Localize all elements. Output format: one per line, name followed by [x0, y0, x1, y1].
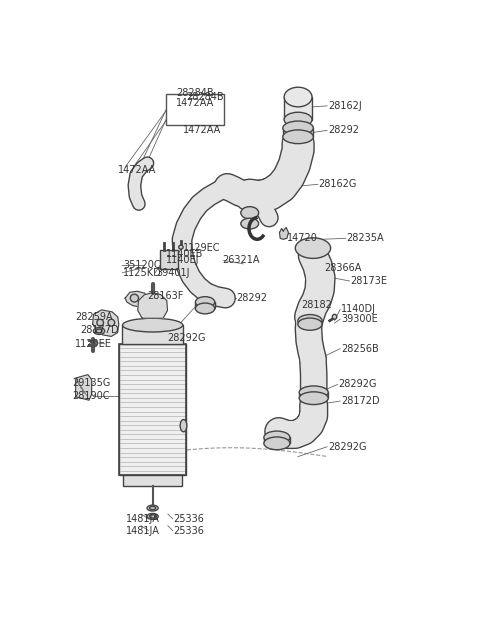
Ellipse shape [108, 319, 115, 326]
Bar [299, 392, 328, 398]
Text: 1140EJ: 1140EJ [166, 255, 200, 266]
Text: 28284B: 28284B [186, 92, 224, 102]
Text: 1125KD: 1125KD [123, 268, 162, 278]
Ellipse shape [284, 87, 312, 107]
Text: 1140DJ: 1140DJ [341, 304, 376, 315]
Ellipse shape [284, 112, 312, 127]
Ellipse shape [241, 218, 259, 229]
Text: 28366A: 28366A [324, 262, 361, 273]
Ellipse shape [241, 206, 259, 219]
Text: 28182: 28182 [301, 299, 332, 310]
Text: 1481JA: 1481JA [126, 526, 160, 536]
Text: 28163F: 28163F [147, 291, 184, 301]
Text: 28292: 28292 [328, 125, 359, 136]
Text: 28284B: 28284B [176, 88, 214, 98]
Ellipse shape [283, 121, 313, 135]
Ellipse shape [180, 420, 187, 432]
Text: 28292G: 28292G [338, 380, 377, 389]
Bar [123, 475, 182, 485]
Text: 1472AA: 1472AA [176, 99, 214, 108]
Ellipse shape [195, 303, 215, 314]
Text: 14720: 14720 [287, 233, 318, 243]
Text: 1472AA: 1472AA [183, 125, 221, 136]
Bar [284, 97, 312, 120]
Ellipse shape [299, 386, 328, 399]
Ellipse shape [94, 327, 105, 334]
Text: 28172D: 28172D [341, 396, 380, 406]
Text: 25336: 25336 [173, 514, 204, 524]
Text: 28259A: 28259A [76, 311, 113, 322]
Bar [195, 302, 215, 308]
Text: 28173E: 28173E [350, 276, 387, 286]
Polygon shape [138, 293, 168, 318]
Bar [160, 250, 178, 269]
Bar [166, 94, 224, 125]
Polygon shape [76, 375, 92, 400]
Ellipse shape [179, 245, 183, 249]
Text: 1140EB: 1140EB [166, 249, 204, 259]
Text: 1129EE: 1129EE [75, 339, 112, 348]
Text: 28235A: 28235A [347, 233, 384, 243]
Ellipse shape [299, 392, 328, 404]
Ellipse shape [264, 437, 290, 450]
Text: 39401J: 39401J [156, 268, 190, 278]
Ellipse shape [195, 297, 215, 308]
Ellipse shape [130, 294, 139, 302]
Text: 35120C: 35120C [123, 261, 161, 270]
Text: 28162J: 28162J [328, 101, 361, 111]
Ellipse shape [264, 431, 290, 444]
Text: 29135G: 29135G [72, 378, 110, 389]
Text: 1472AA: 1472AA [118, 164, 156, 175]
Text: 28292G: 28292G [167, 333, 205, 343]
Polygon shape [93, 310, 119, 336]
Text: 26321A: 26321A [222, 255, 259, 266]
Ellipse shape [122, 318, 183, 332]
Text: 28256B: 28256B [341, 344, 379, 354]
Text: 28292G: 28292G [328, 442, 366, 452]
Text: 28292: 28292 [237, 293, 268, 303]
Text: 1129EC: 1129EC [183, 243, 220, 253]
Ellipse shape [147, 513, 158, 519]
Text: 28190C: 28190C [72, 391, 109, 401]
Bar [119, 344, 186, 475]
Polygon shape [279, 227, 288, 240]
Ellipse shape [147, 505, 158, 511]
Ellipse shape [150, 515, 156, 518]
Bar [122, 325, 183, 344]
Ellipse shape [97, 319, 104, 326]
Bar [283, 128, 313, 137]
Text: 1481JA: 1481JA [126, 514, 160, 524]
Bar [264, 438, 290, 443]
Ellipse shape [332, 314, 337, 319]
Ellipse shape [283, 130, 313, 143]
Text: 25336: 25336 [173, 526, 204, 536]
Text: 28177D: 28177D [81, 324, 119, 334]
Ellipse shape [150, 506, 156, 510]
Ellipse shape [96, 329, 102, 333]
Text: 28162G: 28162G [319, 180, 357, 189]
Ellipse shape [295, 238, 331, 259]
Polygon shape [125, 291, 148, 307]
Ellipse shape [298, 315, 322, 327]
Bar [119, 344, 186, 475]
Ellipse shape [298, 318, 322, 330]
Text: 39300E: 39300E [341, 314, 378, 324]
Bar [298, 320, 322, 324]
